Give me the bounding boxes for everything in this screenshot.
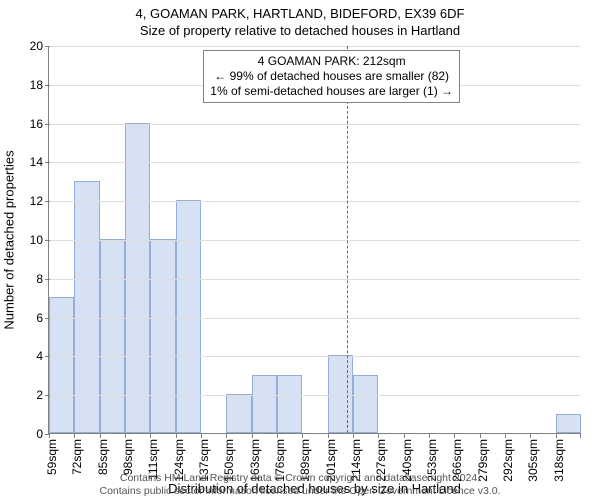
y-tick: 12 — [30, 194, 49, 208]
chart: Number of detached properties Distributi… — [48, 46, 580, 434]
y-tick: 6 — [36, 311, 49, 325]
x-tick-mark — [530, 433, 531, 438]
plot-area: Number of detached properties Distributi… — [48, 46, 580, 434]
x-tick: 85sqm — [96, 439, 110, 475]
y-tick: 10 — [30, 233, 49, 247]
y-tick: 14 — [30, 155, 49, 169]
x-tick-mark — [100, 433, 101, 438]
x-tick-mark — [125, 433, 126, 438]
histogram-bar — [226, 394, 251, 433]
gridline — [49, 240, 580, 241]
footer: Contains HM Land Registry data © Crown c… — [0, 472, 600, 498]
gridline — [49, 46, 580, 47]
x-tick-mark — [252, 433, 253, 438]
gridline — [49, 201, 580, 202]
footer-line2: Contains public sector information licen… — [0, 485, 600, 498]
histogram-bar — [150, 239, 175, 433]
x-tick-mark — [505, 433, 506, 438]
x-tick-mark — [226, 433, 227, 438]
x-tick-mark — [556, 433, 557, 438]
x-tick-mark — [378, 433, 379, 438]
x-tick-mark — [480, 433, 481, 438]
chart-title: 4, GOAMAN PARK, HARTLAND, BIDEFORD, EX39… — [0, 0, 600, 40]
x-tick-mark — [201, 433, 202, 438]
x-tick: 59sqm — [45, 439, 59, 475]
x-tick: 98sqm — [121, 439, 135, 475]
callout-box: 4 GOAMAN PARK: 212sqm← 99% of detached h… — [203, 50, 460, 103]
histogram-bar — [100, 239, 125, 433]
y-tick: 4 — [36, 349, 49, 363]
gridline — [49, 279, 580, 280]
y-tick: 18 — [30, 78, 49, 92]
histogram-bar — [125, 123, 150, 433]
x-tick-mark — [404, 433, 405, 438]
title-line2: Size of property relative to detached ho… — [0, 23, 600, 40]
x-tick-mark — [454, 433, 455, 438]
x-tick-mark — [353, 433, 354, 438]
x-tick-mark — [176, 433, 177, 438]
histogram-bar — [176, 200, 201, 433]
x-tick-mark — [580, 433, 581, 438]
y-tick: 16 — [30, 117, 49, 131]
x-tick-mark — [150, 433, 151, 438]
title-line1: 4, GOAMAN PARK, HARTLAND, BIDEFORD, EX39… — [0, 6, 600, 23]
y-tick: 20 — [30, 39, 49, 53]
gridline — [49, 162, 580, 163]
callout-line-3: 1% of semi-detached houses are larger (1… — [210, 84, 453, 99]
histogram-bar — [252, 375, 277, 433]
histogram-bar — [556, 414, 581, 433]
histogram-bar — [353, 375, 378, 433]
gridline — [49, 356, 580, 357]
x-tick-mark — [49, 433, 50, 438]
callout-line-1: 4 GOAMAN PARK: 212sqm — [210, 54, 453, 69]
x-tick-mark — [328, 433, 329, 438]
y-tick: 2 — [36, 388, 49, 402]
histogram-bar — [277, 375, 302, 433]
gridline — [49, 318, 580, 319]
x-tick-mark — [277, 433, 278, 438]
callout-line-2: ← 99% of detached houses are smaller (82… — [210, 69, 453, 84]
y-axis-label: Number of detached properties — [2, 150, 17, 329]
marker-line — [347, 46, 348, 433]
footer-line1: Contains HM Land Registry data © Crown c… — [0, 472, 600, 485]
x-tick-mark — [74, 433, 75, 438]
y-tick: 8 — [36, 272, 49, 286]
x-tick: 72sqm — [70, 439, 84, 475]
gridline — [49, 124, 580, 125]
gridline — [49, 395, 580, 396]
x-tick-mark — [302, 433, 303, 438]
x-tick-mark — [429, 433, 430, 438]
